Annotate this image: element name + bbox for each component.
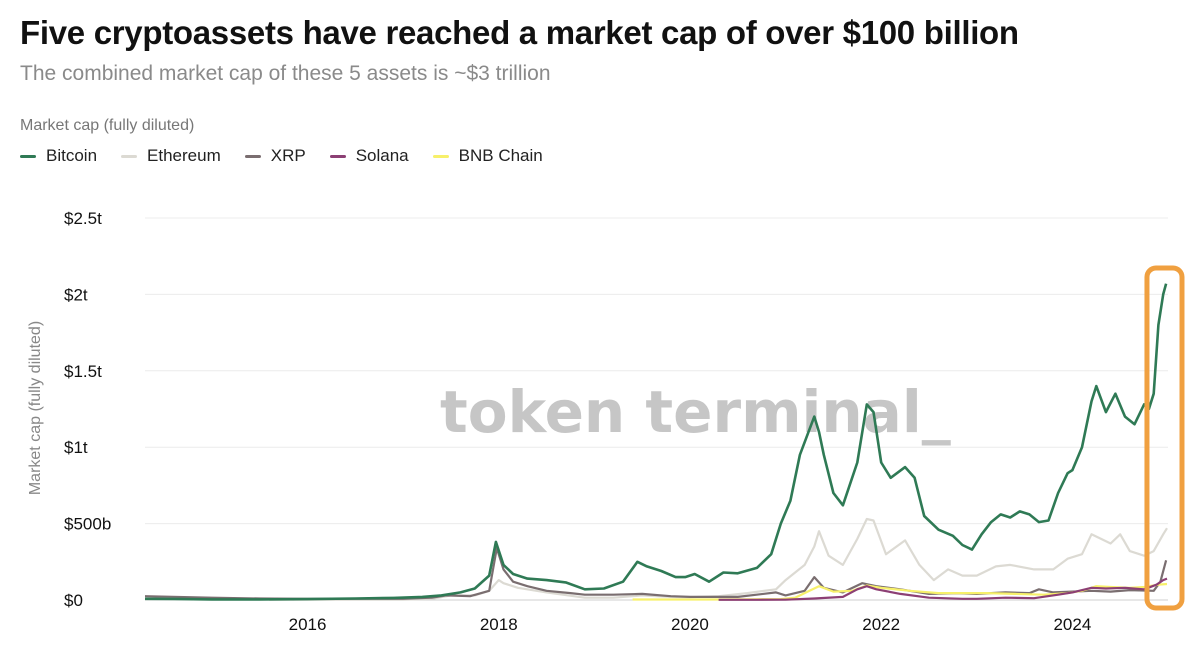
legend-label-ethereum: Ethereum (147, 146, 221, 165)
legend-item-xrp[interactable]: XRP (244, 146, 306, 166)
legend-label-solana: Solana (355, 146, 409, 165)
y-axis-label: Market cap (fully diluted) (27, 321, 44, 495)
y-tick-label: $0 (64, 591, 83, 610)
series-line-ethereum (269, 517, 1168, 601)
y-tick-label: $2t (64, 285, 88, 304)
legend-swatch-bitcoin (20, 154, 36, 158)
chart-subtitle: The combined market cap of these 5 asset… (20, 62, 551, 85)
x-tick-label: 2020 (671, 615, 709, 634)
legend-swatch-bnb-chain (432, 154, 449, 158)
legend-label-bitcoin: Bitcoin (46, 146, 98, 165)
legend-item-solana[interactable]: Solana (329, 146, 409, 166)
series-lines (144, 283, 1168, 601)
highlight-box (1144, 265, 1185, 611)
x-tick-label: 2024 (1053, 615, 1091, 634)
y-tick-label: $1.5t (64, 362, 102, 381)
legend-swatch-ethereum (121, 154, 138, 158)
y-tick-label: $500b (64, 515, 111, 534)
y-axis-ticks: $0 $500b $1t $1.5t $2t $2.5t (64, 209, 111, 610)
series-line-xrp (144, 546, 1168, 600)
x-tick-label: 2022 (862, 615, 900, 634)
metric-label: Market cap (fully diluted) (20, 117, 195, 134)
legend-item-ethereum[interactable]: Ethereum (121, 146, 221, 166)
legend: Bitcoin Ethereum XRP Solana BNB Chain (20, 146, 543, 166)
legend-label-xrp: XRP (270, 146, 306, 165)
x-tick-label: 2016 (289, 615, 327, 634)
chart-title: Five cryptoassets have reached a market … (20, 14, 1019, 51)
legend-swatch-solana (329, 154, 346, 158)
y-tick-label: $2.5t (64, 209, 102, 228)
x-axis-ticks: 2016 2018 2020 2022 2024 (289, 615, 1092, 634)
series-line-solana (718, 577, 1168, 601)
x-tick-label: 2018 (480, 615, 518, 634)
legend-swatch-xrp (244, 154, 261, 158)
legend-label-bnb-chain: BNB Chain (458, 146, 543, 165)
y-tick-label: $1t (64, 438, 88, 457)
series-line-bitcoin (144, 283, 1168, 601)
legend-item-bnb-chain[interactable]: BNB Chain (432, 146, 543, 166)
legend-item-bitcoin[interactable]: Bitcoin (20, 146, 97, 166)
